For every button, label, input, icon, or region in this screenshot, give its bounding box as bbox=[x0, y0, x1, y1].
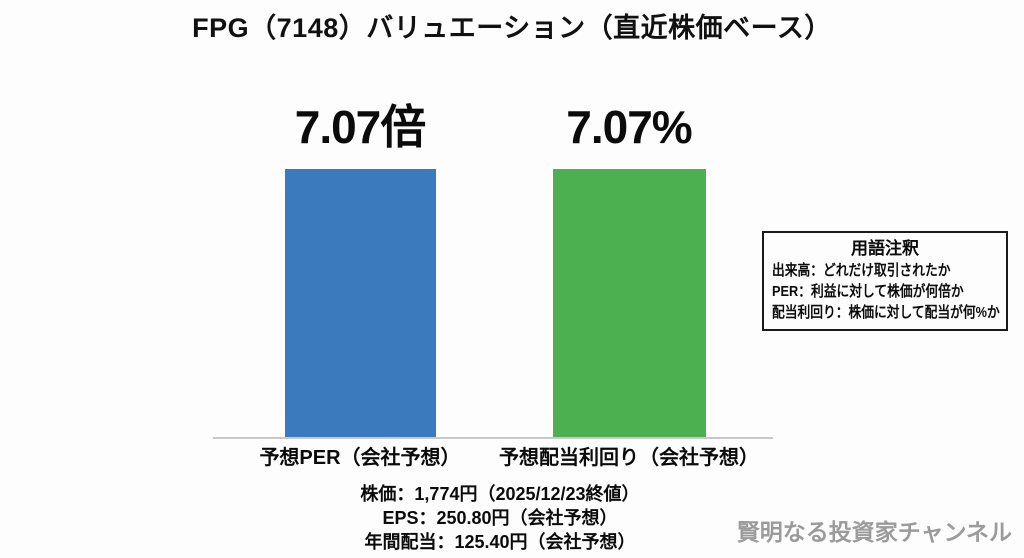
footer-stats: 株価：1,774円（2025/12/23終値） EPS：250.80円（会社予想… bbox=[0, 482, 1000, 554]
per-value-label: 7.07倍 bbox=[294, 101, 427, 153]
yield-bar bbox=[553, 169, 706, 437]
glossary-title: 用語注釈 bbox=[851, 239, 919, 258]
eps-line: EPS：250.80円（会社予想） bbox=[382, 508, 618, 528]
yield-value-label: 7.07% bbox=[566, 101, 692, 153]
glossary-line-per: PER：利益に対して株価が何倍か bbox=[772, 283, 964, 300]
glossary-line-volume: 出来高：どれだけ取引されたか bbox=[772, 262, 951, 279]
yield-category-label: 予想配当利回り（会社予想） bbox=[499, 447, 759, 469]
per-category-label: 予想PER（会社予想） bbox=[259, 447, 461, 469]
x-axis-line bbox=[213, 437, 773, 439]
annual-dividend-line: 年間配当：125.40円（会社予想） bbox=[364, 532, 636, 552]
glossary-line-dividend-yield: 配当利回り：株価に対して配当が何%か bbox=[772, 304, 1000, 321]
stock-price-line: 株価：1,774円（2025/12/23終値） bbox=[360, 484, 640, 504]
per-bar bbox=[285, 169, 436, 437]
glossary-box: 用語注釈 出来高：どれだけ取引されたか PER：利益に対して株価が何倍か 配当利… bbox=[762, 231, 1008, 331]
channel-watermark: 賢明なる投資家チャンネル bbox=[736, 519, 1012, 545]
chart-title: FPG（7148）バリュエーション（直近株価ベース） bbox=[192, 13, 832, 43]
